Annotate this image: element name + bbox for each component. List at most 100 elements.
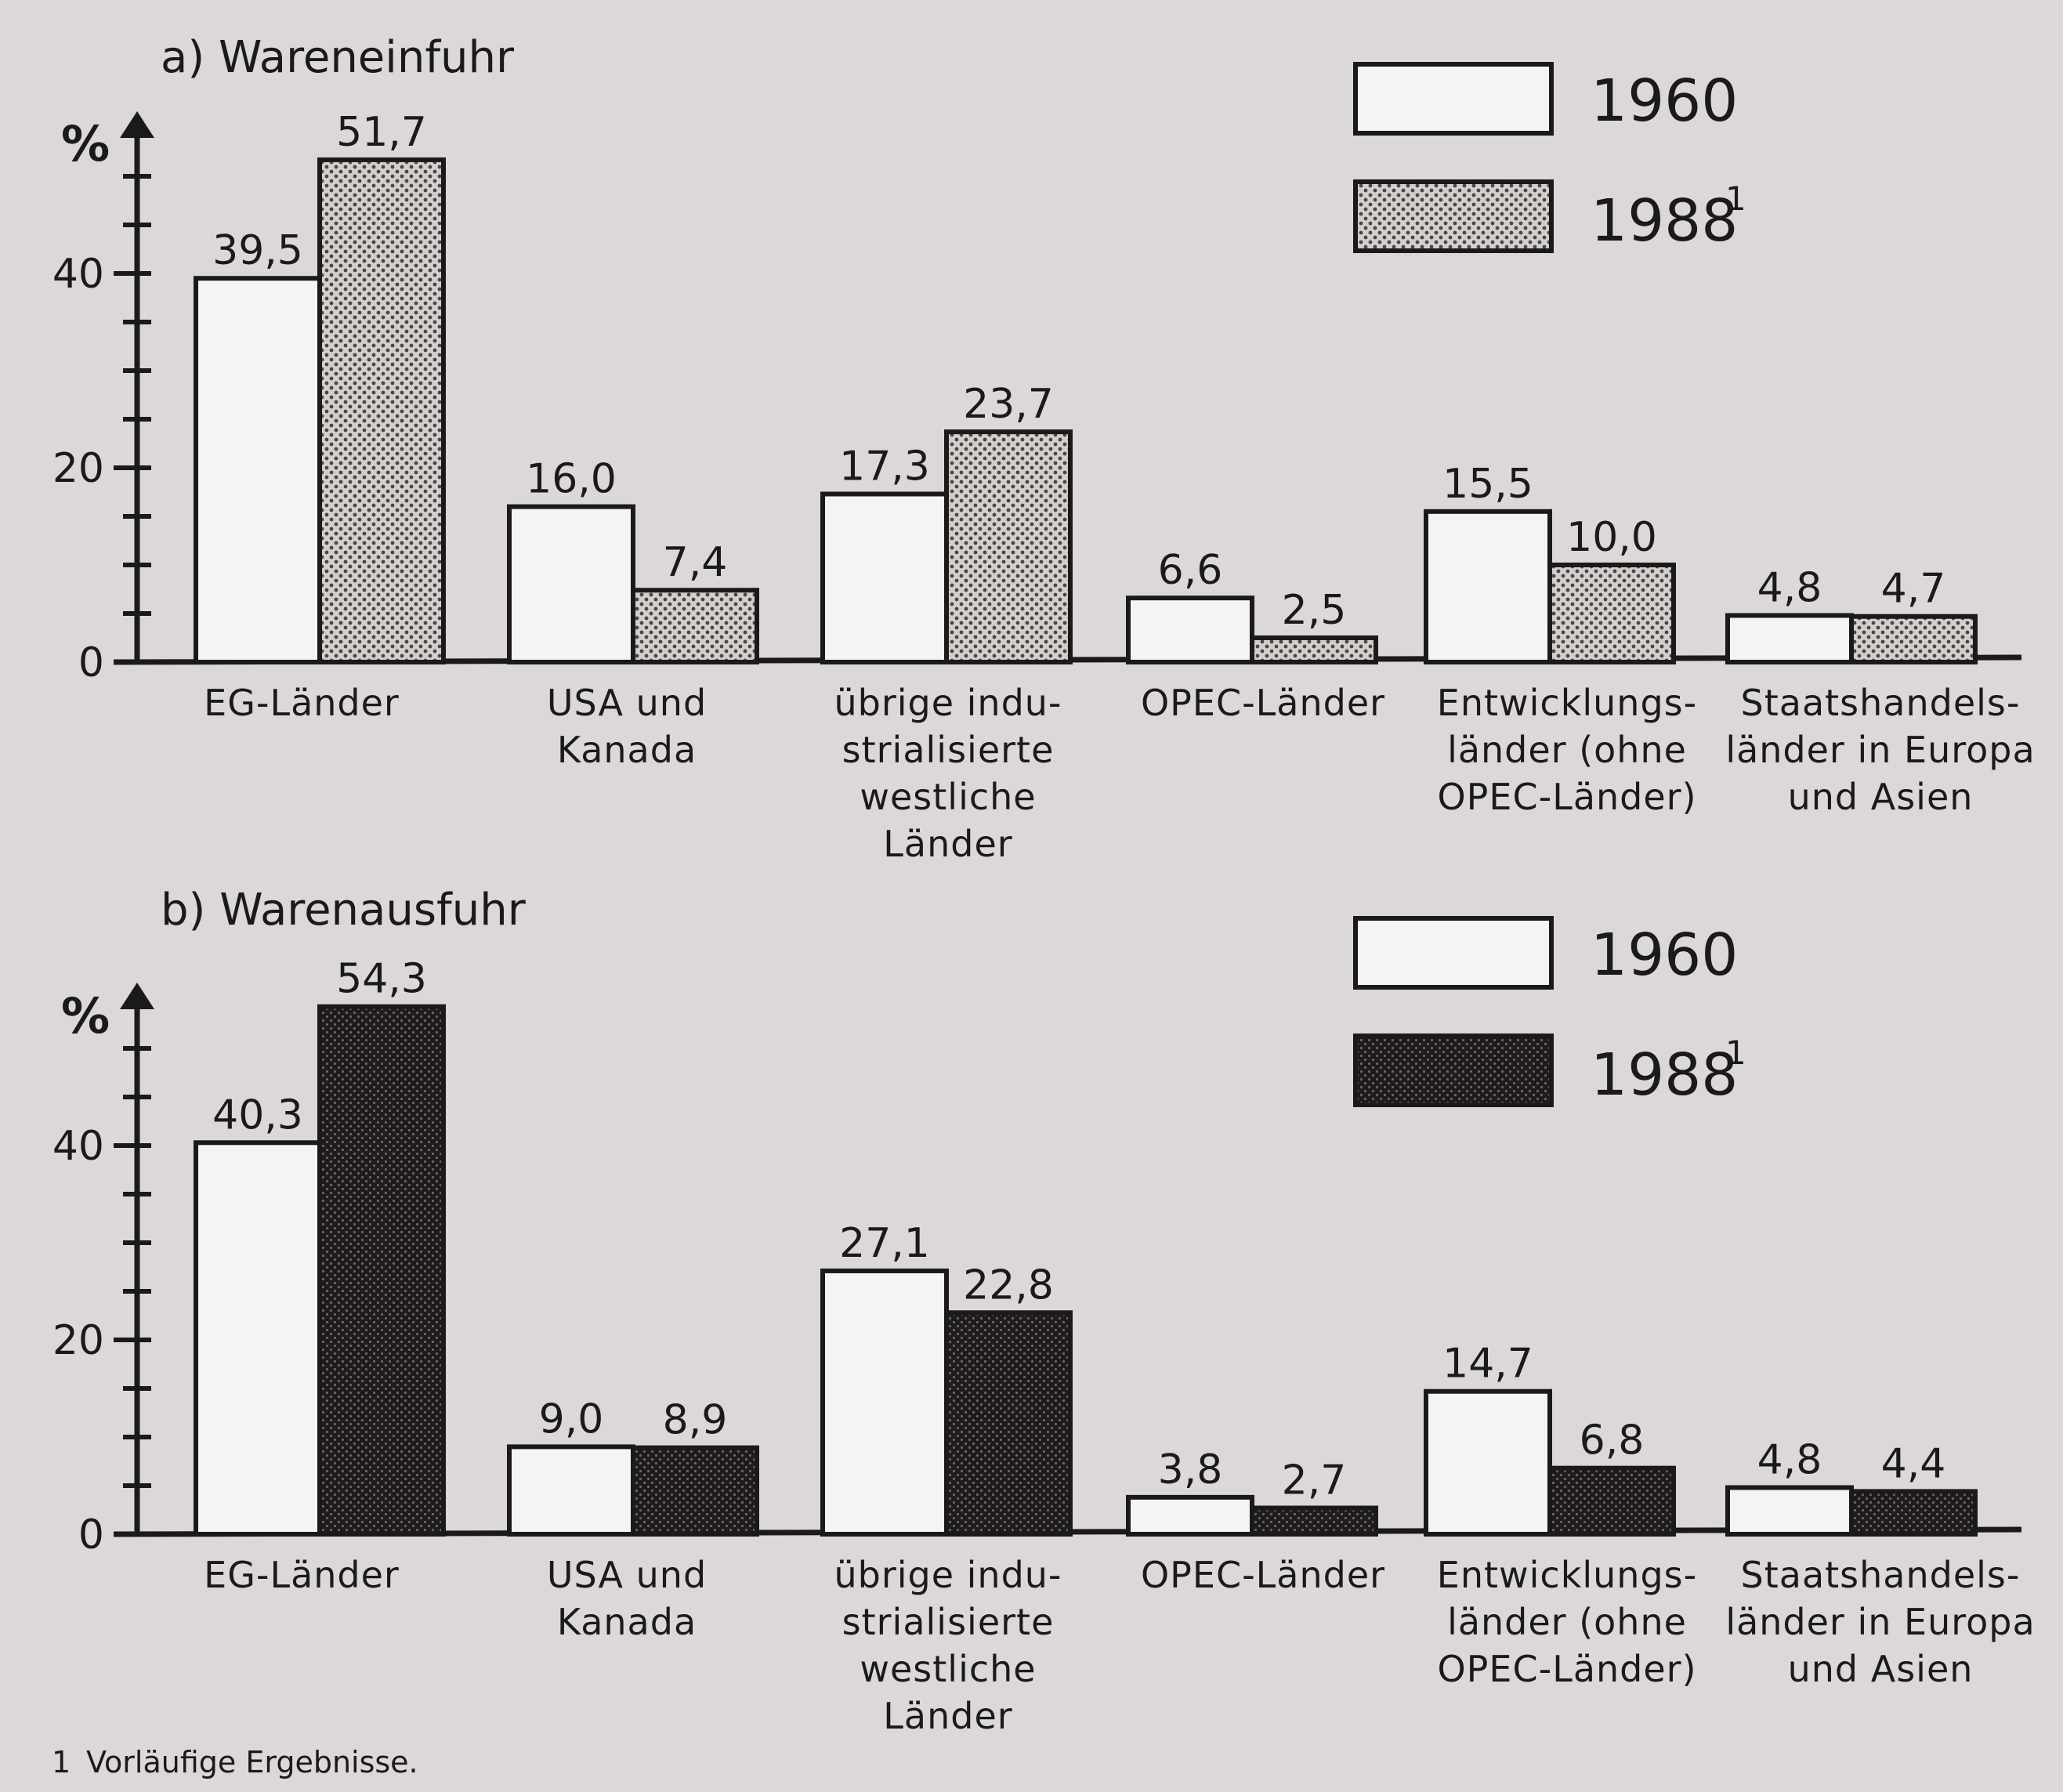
import-y-tick-label: 20 (52, 445, 104, 492)
export-category-label: Länder (883, 1695, 1012, 1737)
import-legend-label-1988: 1988 (1591, 187, 1738, 255)
footnote-mark: 1 (52, 1745, 71, 1779)
export-category-label: Entwicklungs- (1437, 1554, 1697, 1596)
import-category-label: westliche (860, 776, 1036, 818)
export-chart-title: b) Warenausfuhr (161, 885, 527, 936)
export-value-label: 27,1 (839, 1220, 930, 1267)
import-value-label: 2,5 (1282, 587, 1347, 634)
import-bar-1988-5 (1849, 614, 1978, 664)
import-value-label: 4,8 (1757, 564, 1822, 611)
export-legend-swatch-1960 (1353, 916, 1554, 990)
import-category-label: Staatshandels- (1741, 682, 2021, 724)
export-category-label: übrige indu- (834, 1554, 1062, 1596)
export-value-label: 3,8 (1158, 1446, 1223, 1493)
export-legend-footnote-mark: 1 (1725, 1034, 1746, 1072)
footnote-text: Vorläufige Ergebnisse. (86, 1745, 418, 1779)
export-y-tick-label: 20 (52, 1317, 104, 1364)
import-category-label: und Asien (1788, 776, 1974, 818)
import-category-label: OPEC-Länder (1141, 682, 1385, 724)
export-bar-1960-1 (507, 1444, 635, 1537)
export-value-label: 4,4 (1881, 1440, 1946, 1487)
import-value-label: 4,7 (1881, 566, 1946, 613)
import-value-label: 15,5 (1442, 461, 1533, 508)
export-value-label: 54,3 (336, 956, 427, 1003)
export-value-label: 4,8 (1757, 1436, 1822, 1483)
import-legend-footnote-mark: 1 (1725, 179, 1746, 218)
import-legend-swatch-1960 (1353, 62, 1554, 136)
import-bar-1988-3 (1250, 635, 1378, 664)
import-category-label: Kanada (557, 729, 697, 771)
import-y-tick-label: 40 (52, 251, 104, 298)
export-y-tick-label: 0 (78, 1511, 104, 1558)
export-value-label: 14,7 (1442, 1341, 1533, 1388)
import-category-label: OPEC-Länder) (1437, 776, 1696, 818)
import-category-label: Länder (883, 823, 1012, 865)
export-category-label: strialisierte (842, 1601, 1055, 1643)
export-category-label: und Asien (1788, 1648, 1974, 1690)
import-bar-1960-0 (194, 276, 322, 664)
import-bar-1960-4 (1424, 509, 1552, 664)
export-value-label: 9,0 (539, 1396, 604, 1443)
export-y-tick-label: 40 (52, 1123, 104, 1170)
export-value-label: 8,9 (663, 1397, 728, 1444)
import-y-axis-arrow (120, 111, 154, 138)
export-chart-panel: b) Warenausfuhr% 0 20 40 40,3 54,3 EG-Länder 9,… (52, 885, 2035, 1737)
export-legend-label-1960: 1960 (1591, 921, 1738, 989)
import-bar-1988-0 (317, 157, 446, 665)
import-chart-title: a) Wareneinfuhr (161, 32, 515, 83)
import-bar-1988-4 (1547, 563, 1676, 664)
export-category-label: länder (ohne (1447, 1601, 1687, 1643)
import-bar-1988-1 (631, 588, 759, 664)
import-category-label: strialisierte (842, 729, 1055, 771)
import-bar-1960-2 (820, 491, 949, 664)
export-bar-1988-3 (1250, 1505, 1378, 1537)
footnote: 1 Vorläufige Ergebnisse. (52, 1745, 418, 1779)
import-category-label: USA und (547, 682, 707, 724)
import-value-label: 51,7 (336, 109, 427, 156)
import-legend-swatch-1988 (1353, 179, 1554, 253)
import-value-label: 10,0 (1566, 514, 1657, 561)
import-value-label: 16,0 (526, 456, 617, 503)
export-y-axis-arrow (120, 983, 154, 1009)
import-value-label: 6,6 (1158, 547, 1223, 594)
export-bar-1988-2 (944, 1310, 1073, 1537)
import-value-label: 7,4 (663, 539, 728, 586)
import-legend-label-1960: 1960 (1591, 67, 1738, 135)
import-value-label: 17,3 (839, 443, 930, 490)
export-value-label: 2,7 (1282, 1457, 1347, 1504)
export-bar-1960-2 (820, 1268, 949, 1537)
export-category-label: westliche (860, 1648, 1036, 1690)
export-bar-1960-0 (194, 1140, 322, 1537)
export-bar-1960-3 (1126, 1494, 1254, 1537)
export-value-label: 22,8 (963, 1262, 1054, 1309)
import-bar-1960-5 (1725, 613, 1854, 664)
export-category-label: USA und (547, 1554, 707, 1596)
import-category-label: Entwicklungs- (1437, 682, 1697, 724)
export-y-axis-unit: % (61, 987, 110, 1044)
export-value-label: 40,3 (212, 1091, 303, 1139)
export-legend-swatch-1988 (1353, 1034, 1554, 1107)
export-category-label: länder in Europa (1725, 1601, 2035, 1643)
export-category-label: Kanada (557, 1601, 697, 1643)
import-category-label: übrige indu- (834, 682, 1062, 724)
export-bar-1960-4 (1424, 1388, 1552, 1537)
export-category-label: Staatshandels- (1741, 1554, 2021, 1596)
export-bar-1960-5 (1725, 1485, 1854, 1537)
export-category-label: EG-Länder (204, 1554, 400, 1596)
export-bar-1988-4 (1547, 1465, 1676, 1537)
import-category-label: länder in Europa (1725, 729, 2035, 771)
export-category-label: OPEC-Länder (1141, 1554, 1385, 1596)
import-bar-1960-1 (507, 504, 635, 664)
export-bar-1988-5 (1849, 1489, 1978, 1537)
import-category-label: länder (ohne (1447, 729, 1687, 771)
import-y-axis-unit: % (61, 115, 110, 172)
import-category-label: EG-Länder (204, 682, 400, 724)
export-category-label: OPEC-Länder) (1437, 1648, 1696, 1690)
import-bar-1960-3 (1126, 596, 1254, 664)
export-bar-1988-0 (317, 1004, 446, 1537)
import-value-label: 39,5 (212, 227, 303, 274)
import-value-label: 23,7 (963, 381, 1054, 428)
